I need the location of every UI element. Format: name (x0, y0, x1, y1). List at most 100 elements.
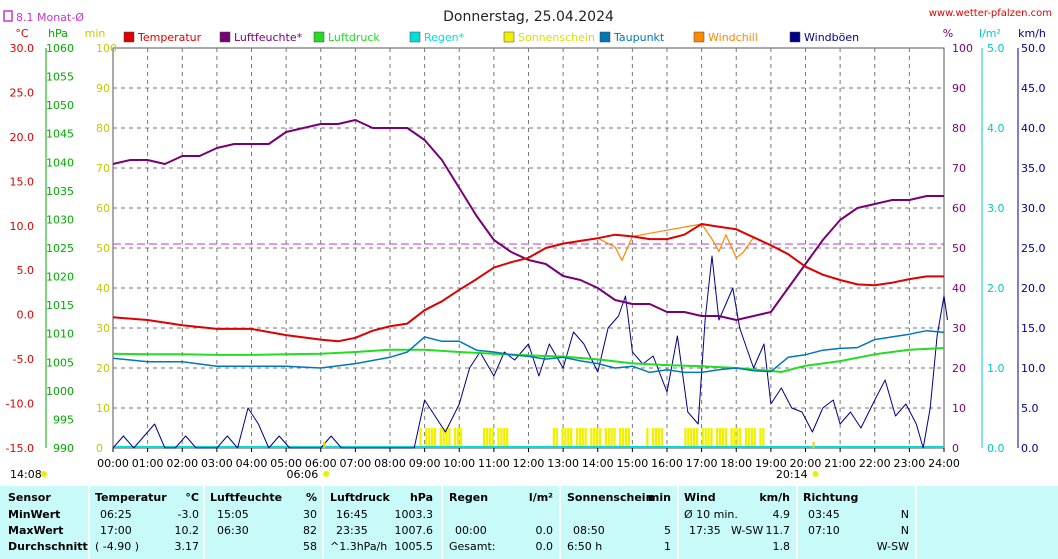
legend-label: Sonnenschein (518, 31, 595, 44)
x-tick-label: 04:00 (236, 457, 268, 470)
wind-tick-label: 45.0 (1021, 82, 1046, 95)
sunshine-bar (747, 428, 751, 448)
sunshine-bar (570, 428, 573, 448)
sunshine-bar (762, 428, 765, 448)
sunshine-bar (575, 428, 579, 448)
sunshine-bar (482, 428, 486, 448)
divider (915, 486, 917, 559)
rain-total-value: 0.0 (535, 540, 554, 553)
x-tick-label: 08:00 (374, 457, 406, 470)
sunshine-tick-label: 50 (96, 242, 110, 255)
humidity-max-value: 82 (303, 524, 317, 537)
divider (322, 486, 324, 559)
sunshine-bar (736, 428, 739, 448)
sunshine-tick-label: 100 (96, 42, 117, 55)
sunshine-bar (610, 428, 613, 448)
wind-tick-label: 10.0 (1021, 362, 1046, 375)
temperature-tick-label: 15.0 (10, 175, 35, 188)
sunshine-max-time: 08:50 (573, 524, 605, 537)
sunshine-bar (419, 428, 422, 448)
temp-max-time: 17:00 (100, 524, 132, 537)
pressure-tick-label: 990 (53, 442, 74, 455)
legend-swatch (219, 31, 231, 43)
sunshine-tick-label: 40 (96, 282, 110, 295)
temperature-unit-label: °C (15, 27, 29, 40)
monthly-avg-legend-label: 8.1 Monat-Ø (16, 11, 84, 24)
legend-label: Taupunkt (613, 31, 665, 44)
sunshine-bar (593, 428, 596, 448)
wind-tick-label: 35.0 (1021, 162, 1046, 175)
pressure-max-time: 23:35 (336, 524, 368, 537)
pressure-max-value: 1007.6 (394, 524, 434, 537)
divider (88, 486, 90, 559)
sunshine-max-value: 5 (664, 524, 671, 537)
direction-avg-value: W-SW (876, 540, 909, 553)
humidity-column: Luftfeuchte% 15:05 30 06:30 82 58 (205, 486, 322, 559)
pressure-tick-label: 1050 (46, 99, 74, 112)
weather-chart: Donnerstag, 25.04.2024 www.wetter-pfalzen… (3, 8, 1052, 481)
sunshine-bar (619, 428, 622, 448)
temp-unit: °C (185, 491, 199, 504)
wind-tick-label: 25.0 (1021, 242, 1046, 255)
divider (796, 486, 798, 559)
humidity-tick-label: 50 (952, 242, 966, 255)
sunshine-bar (567, 428, 570, 448)
sunshine-bar (657, 428, 661, 448)
series-line-taupunkt (112, 329, 945, 374)
sunshine-bar (607, 428, 610, 448)
wind-unit-label: km/h (1018, 27, 1046, 40)
sunshine-bar (624, 428, 628, 448)
humidity-tick-label: 70 (952, 162, 966, 175)
sunshine-bar (442, 428, 445, 448)
x-tick-label: 13:00 (547, 457, 579, 470)
sunset-icon (812, 471, 819, 477)
temperature-column: Temperatur °C 06:25 -3.0 17:00 10.2 ( -4.90… (90, 486, 203, 559)
sunshine-bar (561, 428, 564, 448)
sunshine-bar (704, 428, 707, 448)
series-line-temperatur (112, 223, 944, 343)
pressure-tick-label: 1045 (46, 128, 74, 141)
legend-swatch (313, 31, 325, 43)
temp-min-value: -3.0 (177, 508, 199, 521)
wind-tick-label: 15.0 (1021, 322, 1046, 335)
series-line-windchill (597, 223, 755, 261)
sunshine-tick-label: 90 (96, 82, 110, 95)
pressure-header: Luftdruck (330, 491, 390, 504)
wind-tick-label: 40.0 (1021, 122, 1046, 135)
wind-tick-label: 30.0 (1021, 202, 1046, 215)
row-label-avg: Durchschnitt (8, 540, 88, 553)
legend-swatch (409, 31, 421, 43)
sun-icon (41, 471, 47, 477)
temperature-tick-label: 5.0 (17, 264, 35, 277)
temperature-tick-label: 30.0 (10, 42, 35, 55)
humidity-min-time: 15:05 (217, 508, 249, 521)
humidity-unit-label: % (943, 27, 953, 40)
sunshine-bar (459, 428, 463, 448)
sunshine-bar (621, 428, 625, 448)
humidity-tick-label: 20 (952, 362, 966, 375)
x-tick-label: 17:00 (686, 457, 718, 470)
sunshine-bar (654, 428, 658, 448)
wind-column: Wind km/h Ø 10 min. 4.9 17:35 W-SW 11.7 1.8 (679, 486, 796, 559)
sunshine-bar (739, 428, 742, 448)
sunshine-bar (692, 428, 696, 448)
pressure-tick-label: 1055 (46, 71, 74, 84)
rain-unit: l/m² (528, 491, 553, 504)
sunshine-bar (733, 428, 736, 448)
temperature-tick-label: -15.0 (6, 442, 34, 455)
wind-avg10-label: Ø 10 min. (684, 508, 738, 521)
row-label-min: MinWert (8, 508, 61, 521)
temp-min-time: 06:25 (100, 508, 132, 521)
divider (441, 486, 443, 559)
sunshine-bar (505, 428, 509, 448)
sunshine-bar (555, 428, 558, 448)
sunshine-bar (503, 428, 506, 448)
rain-tick-label: 4.0 (987, 122, 1005, 135)
humidity-avg-value: 58 (303, 540, 317, 553)
rain-column: Regen l/m² 00:00 0.0 Gesamt: 0.0 (443, 486, 559, 559)
divider (559, 486, 561, 559)
sunshine-tick-label: 20 (96, 362, 110, 375)
sunshine-header: Sonnenschein (567, 491, 654, 504)
rain-max-time: 00:00 (455, 524, 487, 537)
sunshine-unit: min (647, 491, 671, 504)
